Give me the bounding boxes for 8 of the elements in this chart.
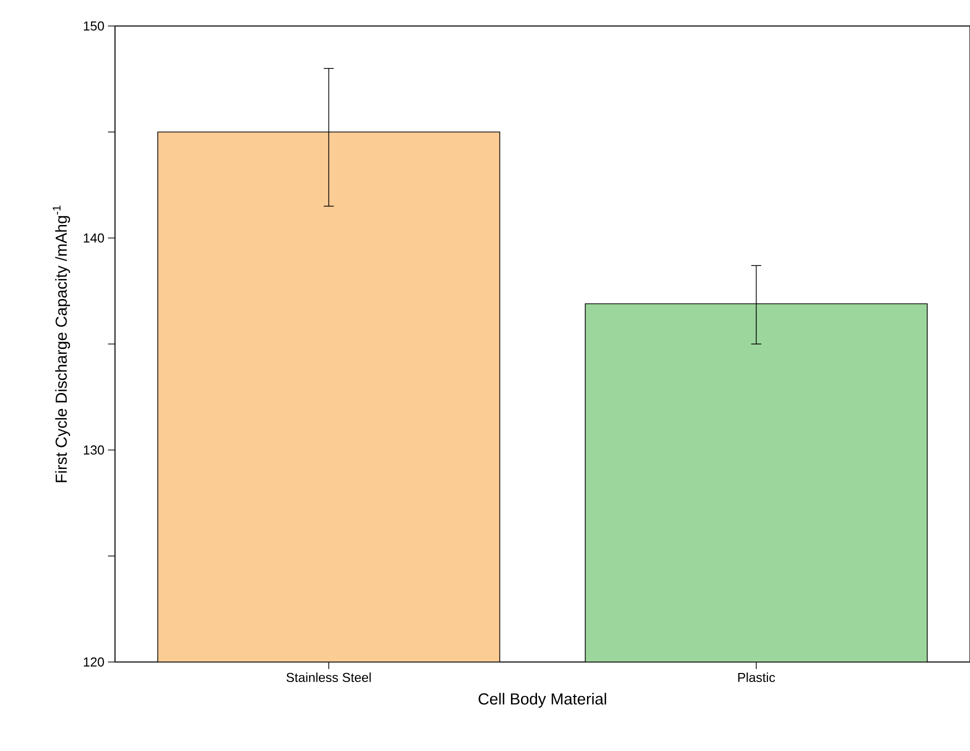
y-tick-label: 120 — [84, 657, 104, 667]
y-tick-label: 130 — [84, 445, 104, 455]
y-tick-label: 140 — [84, 233, 104, 243]
x-tick-label: Stainless Steel — [286, 672, 371, 682]
x-tick-label: Plastic — [738, 672, 775, 682]
y-axis-title: First Cycle Discharge Capacity /mAhg$^{-1}$ — [52, 206, 70, 482]
y-tick-label: 150 — [84, 21, 104, 31]
x-axis-title: Cell Body Material — [478, 692, 606, 708]
